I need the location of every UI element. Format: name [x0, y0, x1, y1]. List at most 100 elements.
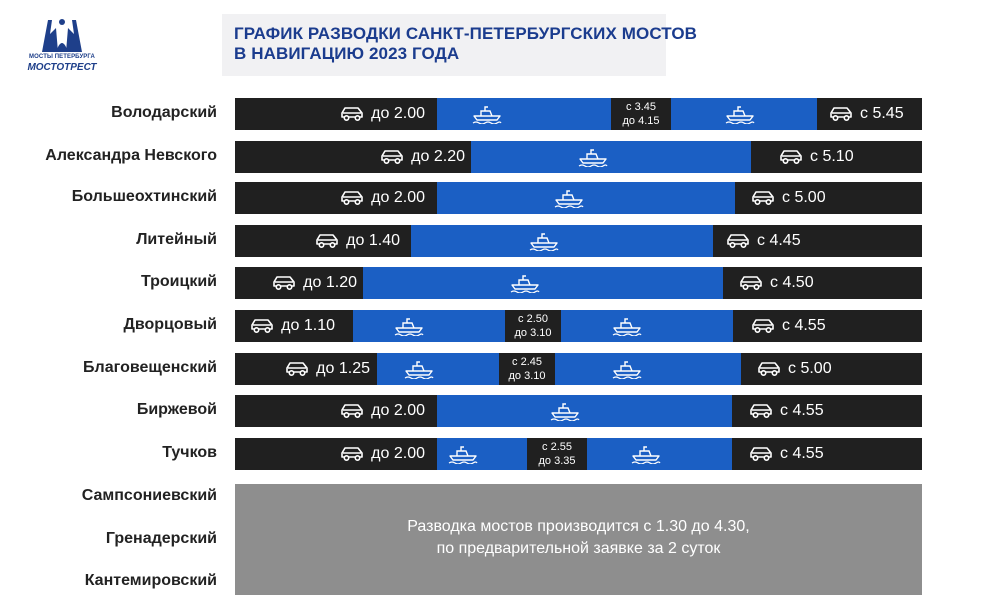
ship-icon [403, 359, 435, 384]
temporary-closure-time: с 2.50 до 3.10 [505, 312, 561, 340]
road-close-label: до 2.00 [339, 182, 425, 214]
open-time: с 4.55 [782, 317, 826, 334]
car-icon [756, 360, 782, 378]
schedule-row: с 2.55 до 3.35 до 2.00 с 4.55 [235, 438, 922, 470]
navigation-bar [363, 267, 723, 299]
road-close-label: до 1.10 [249, 310, 335, 342]
closure-until: до 3.35 [538, 455, 576, 467]
closure-from: с 2.50 [518, 313, 548, 325]
mostotrest-logo: МОСТЫ ПЕТЕРБУРГА МОСТОТРЕСТ [22, 14, 102, 76]
temporary-closure-bar: с 2.50 до 3.10 [505, 310, 561, 342]
car-icon [339, 402, 365, 420]
road-close-label: до 2.00 [339, 438, 425, 470]
ship-icon [724, 104, 756, 129]
road-open-label: с 5.00 [756, 353, 832, 385]
open-time: с 5.00 [782, 189, 826, 206]
schedule-row: с 3.45 до 4.15 до 2.00 с 5.45 [235, 98, 922, 130]
car-icon [339, 445, 365, 463]
ship-icon [549, 401, 581, 426]
temporary-closure-bar: с 3.45 до 4.15 [611, 98, 671, 130]
ship-icon [630, 444, 662, 469]
bridge-name: Володарский [111, 104, 217, 121]
closure-until: до 4.15 [622, 115, 660, 127]
bridge-name: Троицкий [140, 273, 217, 290]
closure-from: с 2.55 [542, 441, 572, 453]
schedule-row: до 2.00 с 5.00 [235, 182, 922, 214]
close-time: до 2.00 [371, 445, 425, 462]
road-close-label: до 2.00 [339, 395, 425, 427]
close-time: до 1.25 [316, 360, 370, 377]
schedule-row: до 1.20 с 4.50 [235, 267, 922, 299]
bridge-name: Александра Невского [45, 147, 217, 164]
car-icon [284, 360, 310, 378]
open-time: с 5.45 [860, 105, 904, 122]
road-open-label: с 5.10 [778, 141, 854, 173]
temporary-closure-time: с 2.55 до 3.35 [527, 440, 587, 468]
bridge-name: Тучков [162, 444, 217, 461]
schedule-row: с 2.50 до 3.10 до 1.10 с 4.55 [235, 310, 922, 342]
navigation-bar [411, 225, 713, 257]
close-time: до 2.00 [371, 105, 425, 122]
car-icon [339, 105, 365, 123]
car-icon [748, 402, 774, 420]
bridge-name: Большеохтинский [71, 188, 217, 205]
road-open-label: с 4.55 [750, 310, 826, 342]
ship-icon [577, 147, 609, 172]
road-open-label: с 4.55 [748, 438, 824, 470]
temporary-closure-bar: с 2.45 до 3.10 [499, 353, 555, 385]
bridge-name-sampsonievsky: Сампсониевский [81, 487, 217, 504]
open-time: с 4.45 [757, 232, 801, 249]
navigation-bar [437, 182, 735, 214]
close-time: до 2.00 [371, 402, 425, 419]
schedule-row: до 2.20 с 5.10 [235, 141, 922, 173]
bridge-name: Дворцовый [123, 316, 217, 333]
ship-icon [553, 188, 585, 213]
closure-from: с 3.45 [626, 101, 656, 113]
open-time: с 5.10 [810, 148, 854, 165]
navigation-bar [377, 353, 741, 385]
road-close-label: до 1.40 [314, 225, 400, 257]
schedule-row: с 2.45 до 3.10 до 1.25 с 5.00 [235, 353, 922, 385]
road-open-label: с 4.45 [725, 225, 801, 257]
title-background [222, 14, 666, 76]
on-request-note-box: Разводка мостов производится с 1.30 до 4… [235, 484, 922, 595]
close-time: до 2.00 [371, 189, 425, 206]
open-time: с 4.55 [780, 402, 824, 419]
car-icon [379, 148, 405, 166]
temporary-closure-time: с 3.45 до 4.15 [611, 100, 671, 128]
closure-until: до 3.10 [514, 327, 552, 339]
open-time: с 4.50 [770, 274, 814, 291]
car-icon [748, 445, 774, 463]
close-time: до 1.20 [303, 274, 357, 291]
car-icon [314, 232, 340, 250]
navigation-bar [471, 141, 751, 173]
close-time: до 1.40 [346, 232, 400, 249]
close-time: до 2.20 [411, 148, 465, 165]
schedule-row: до 2.00 с 4.55 [235, 395, 922, 427]
car-icon [339, 189, 365, 207]
temporary-closure-time: с 2.45 до 3.10 [499, 355, 555, 383]
road-open-label: с 4.50 [738, 267, 814, 299]
ship-icon [393, 316, 425, 341]
close-time: до 1.10 [281, 317, 335, 334]
bridge-name: Биржевой [136, 401, 217, 418]
logo-top-text: МОСТЫ ПЕТЕРБУРГА [29, 54, 95, 60]
open-time: с 5.00 [788, 360, 832, 377]
ship-icon [509, 273, 541, 298]
bridge-name: Литейный [136, 231, 217, 248]
car-icon [750, 317, 776, 335]
road-close-label: до 1.20 [271, 267, 357, 299]
car-icon [738, 274, 764, 292]
bridge-name: Благовещенский [83, 359, 217, 376]
on-request-note: Разводка мостов производится с 1.30 до 4… [235, 516, 922, 560]
ship-icon [528, 231, 560, 256]
car-icon [778, 148, 804, 166]
bridge-logo-icon [42, 19, 82, 52]
page-title-line-1: ГРАФИК РАЗВОДКИ САНКТ-ПЕТЕРБУРГСКИХ МОСТ… [234, 24, 698, 43]
car-icon [249, 317, 275, 335]
car-icon [725, 232, 751, 250]
on-request-note-line-1: Разводка мостов производится с 1.30 до 4… [407, 518, 750, 535]
open-time: с 4.55 [780, 445, 824, 462]
road-open-label: с 5.00 [750, 182, 826, 214]
navigation-bar [437, 395, 732, 427]
